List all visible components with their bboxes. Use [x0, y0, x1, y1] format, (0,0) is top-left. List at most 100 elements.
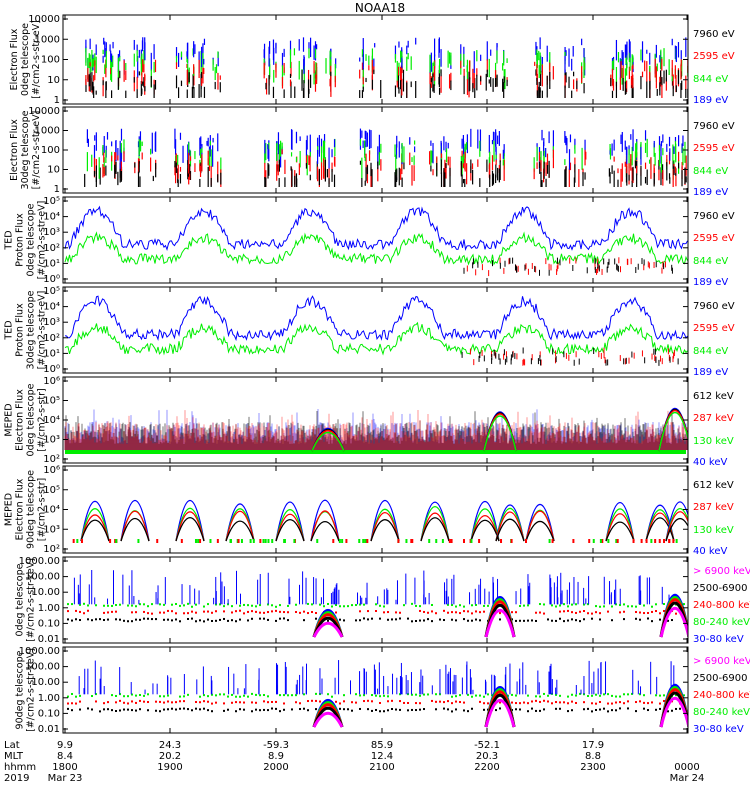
data-mark — [471, 619, 473, 622]
data-mark — [183, 700, 185, 703]
data-mark — [231, 701, 233, 704]
data-mark — [645, 512, 675, 542]
data-mark — [523, 604, 525, 607]
x-row-label: 2019 — [4, 773, 29, 784]
data-mark — [131, 620, 133, 623]
legend-entry: 2595 eV — [693, 233, 735, 244]
x-tick-label: Mar 24 — [670, 773, 705, 784]
legend-entry: 287 keV — [693, 502, 734, 513]
data-mark — [527, 694, 529, 697]
data-mark — [263, 611, 265, 614]
data-mark — [359, 707, 361, 710]
y-tick-label: 10.00 — [31, 587, 60, 598]
panel-1-traces — [85, 37, 688, 98]
data-mark — [399, 708, 401, 711]
data-mark — [639, 700, 641, 703]
data-mark — [403, 604, 405, 607]
data-mark — [167, 618, 169, 621]
data-mark — [127, 702, 129, 705]
data-mark — [231, 619, 233, 622]
data-mark — [367, 699, 369, 702]
data-mark — [187, 693, 189, 696]
data-mark — [267, 701, 269, 704]
data-mark — [215, 694, 217, 697]
data-mark — [255, 693, 257, 696]
data-mark — [591, 612, 593, 615]
y-tick-label: 0.10 — [38, 618, 60, 629]
data-mark — [119, 699, 121, 702]
data-mark — [671, 709, 673, 712]
data-mark — [315, 708, 317, 711]
data-mark — [555, 693, 557, 696]
data-mark — [563, 701, 565, 704]
data-mark — [379, 701, 381, 704]
data-mark — [255, 708, 257, 711]
data-mark — [559, 707, 561, 710]
data-mark — [463, 701, 465, 704]
data-mark — [83, 602, 85, 605]
y-tick-label: 10 — [47, 165, 60, 176]
x-tick-label: 8.8 — [585, 751, 601, 762]
data-mark — [579, 610, 581, 613]
data-mark — [591, 702, 593, 705]
data-mark — [299, 702, 301, 705]
data-mark — [519, 605, 521, 608]
data-mark — [159, 700, 161, 703]
data-mark — [643, 604, 645, 607]
data-mark — [64, 295, 688, 342]
data-mark — [663, 694, 665, 697]
data-mark — [435, 693, 437, 696]
data-mark — [295, 603, 297, 606]
data-mark — [171, 707, 173, 710]
legend-entry: 30-80 keV — [693, 634, 744, 645]
data-mark — [299, 611, 301, 614]
data-mark — [243, 694, 245, 697]
data-mark — [91, 695, 93, 698]
y-axis-label: 90deg telescope — [26, 470, 37, 549]
data-mark — [483, 610, 485, 613]
data-mark — [575, 694, 577, 697]
data-mark — [119, 709, 121, 712]
data-mark — [231, 605, 233, 608]
data-mark — [171, 619, 173, 622]
data-mark — [651, 610, 653, 613]
data-mark — [571, 603, 573, 606]
data-mark — [147, 701, 149, 704]
data-mark — [287, 611, 289, 614]
data-mark — [395, 611, 397, 614]
y-axis-label: 0deg telescope — [15, 563, 26, 636]
data-mark — [207, 618, 209, 621]
data-mark — [195, 707, 197, 710]
data-mark — [71, 603, 73, 606]
data-mark — [203, 620, 205, 623]
panel-5: 10⁶ 10⁵ 10⁴ 10³ 10² MEPED Electron Flux 0deg te… — [4, 376, 734, 468]
data-mark — [583, 618, 585, 621]
data-mark — [379, 695, 381, 698]
data-mark — [659, 702, 661, 705]
data-mark — [243, 701, 245, 704]
data-mark — [363, 617, 365, 620]
data-mark — [115, 709, 117, 712]
data-mark — [271, 604, 273, 607]
data-mark — [147, 605, 149, 608]
data-mark — [335, 700, 337, 703]
y-tick-label: 0.10 — [38, 708, 60, 719]
data-mark — [419, 609, 421, 612]
data-mark — [223, 709, 225, 712]
y-axis-label: Proton Flux — [15, 213, 26, 267]
data-mark — [455, 619, 457, 622]
data-mark — [175, 612, 177, 615]
y-tick-label: 10⁴ — [43, 302, 60, 313]
data-mark — [455, 708, 457, 711]
data-mark — [139, 699, 141, 702]
data-mark — [339, 702, 341, 705]
y-tick-label: 10⁶ — [43, 376, 60, 387]
data-mark — [647, 709, 649, 712]
data-mark — [99, 618, 101, 621]
data-mark — [583, 708, 585, 711]
data-mark — [567, 609, 569, 612]
data-mark — [183, 695, 185, 698]
data-mark — [315, 699, 317, 702]
y-tick-label: 1000 — [35, 126, 60, 137]
data-mark — [475, 694, 477, 697]
